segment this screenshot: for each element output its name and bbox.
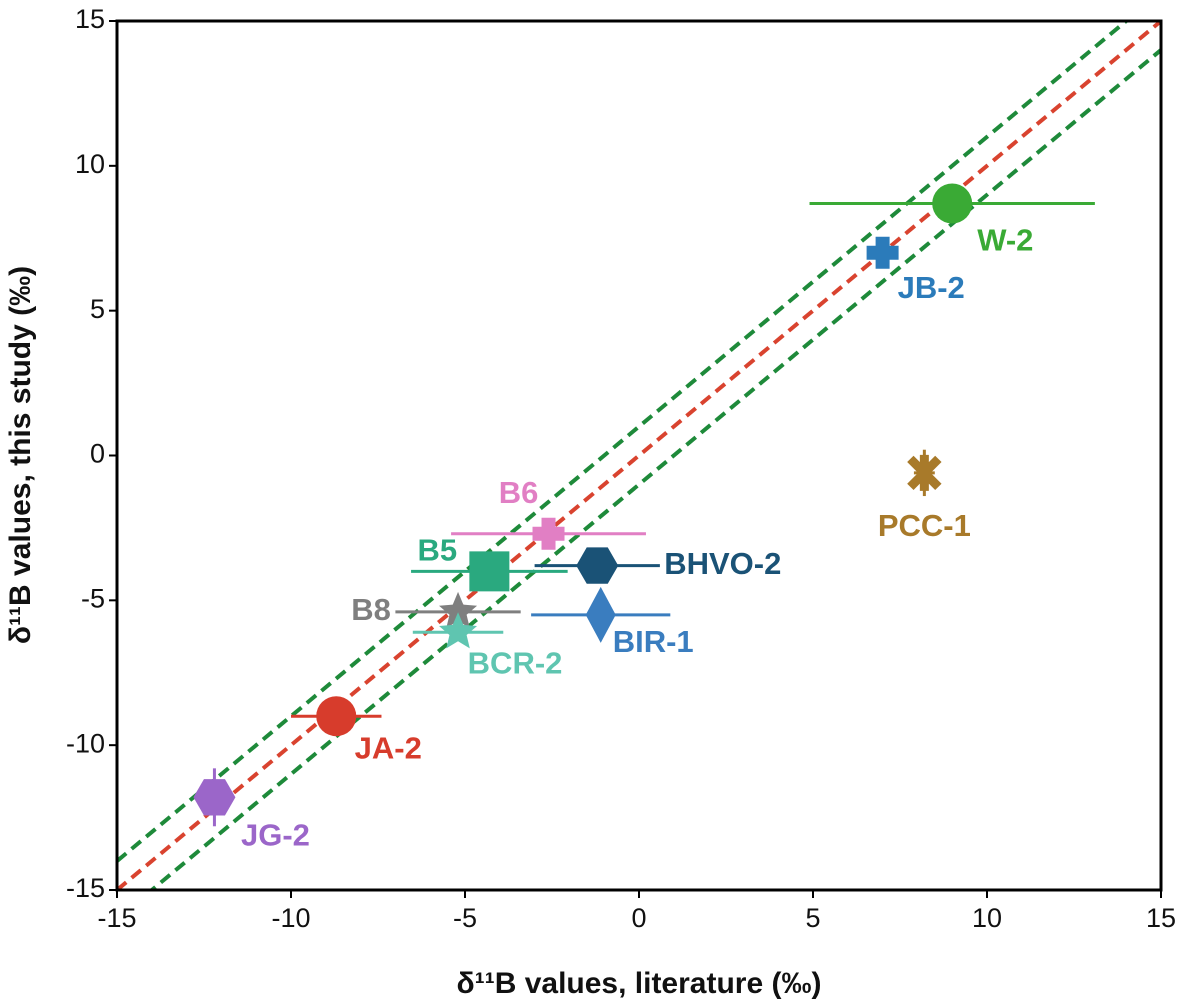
marker	[585, 586, 616, 643]
x-tick-label: -5	[453, 903, 477, 933]
x-tick-label: -10	[271, 903, 310, 933]
marker	[866, 236, 899, 269]
point-label: JA-2	[355, 730, 422, 765]
x-tick-label: 5	[805, 903, 820, 933]
y-tick-label: 10	[75, 149, 105, 179]
point-label: BCR-2	[468, 645, 563, 680]
marker	[576, 547, 619, 584]
point-label: B6	[499, 475, 539, 510]
y-tick-label: 15	[75, 4, 105, 34]
marker	[439, 591, 478, 629]
point-label: B5	[418, 533, 458, 568]
marker	[932, 183, 973, 224]
y-tick-label: -5	[81, 583, 105, 613]
y-tick-label: -10	[66, 728, 105, 758]
x-tick-label: 15	[1146, 903, 1176, 933]
reference-line	[148, 48, 1161, 890]
marker	[532, 517, 565, 550]
point-label: BHVO-2	[664, 546, 781, 581]
x-tick-label: 0	[631, 903, 646, 933]
x-tick-label: 10	[972, 903, 1002, 933]
point-label: JG-2	[241, 817, 310, 852]
marker	[469, 551, 510, 592]
y-tick-label: -15	[66, 873, 105, 903]
point-label: BIR-1	[613, 624, 694, 659]
marker	[316, 696, 357, 737]
plot-area	[117, 21, 1161, 890]
reference-line	[117, 21, 1161, 890]
x-axis-label: δ¹¹B values, literature (‰)	[457, 967, 822, 1000]
y-tick-label: 0	[90, 439, 105, 469]
y-tick-label: 5	[90, 294, 105, 324]
point-label: W-2	[977, 223, 1033, 258]
point-label: B8	[351, 592, 391, 627]
marker	[907, 454, 942, 491]
y-axis-label: δ¹¹B values, this study (‰)	[4, 266, 37, 644]
x-tick-label: -15	[97, 903, 136, 933]
point-label: JB-2	[898, 270, 965, 305]
point-label: PCC-1	[878, 508, 971, 543]
reference-line	[117, 21, 1130, 863]
marker	[439, 612, 478, 649]
marker	[193, 779, 236, 816]
